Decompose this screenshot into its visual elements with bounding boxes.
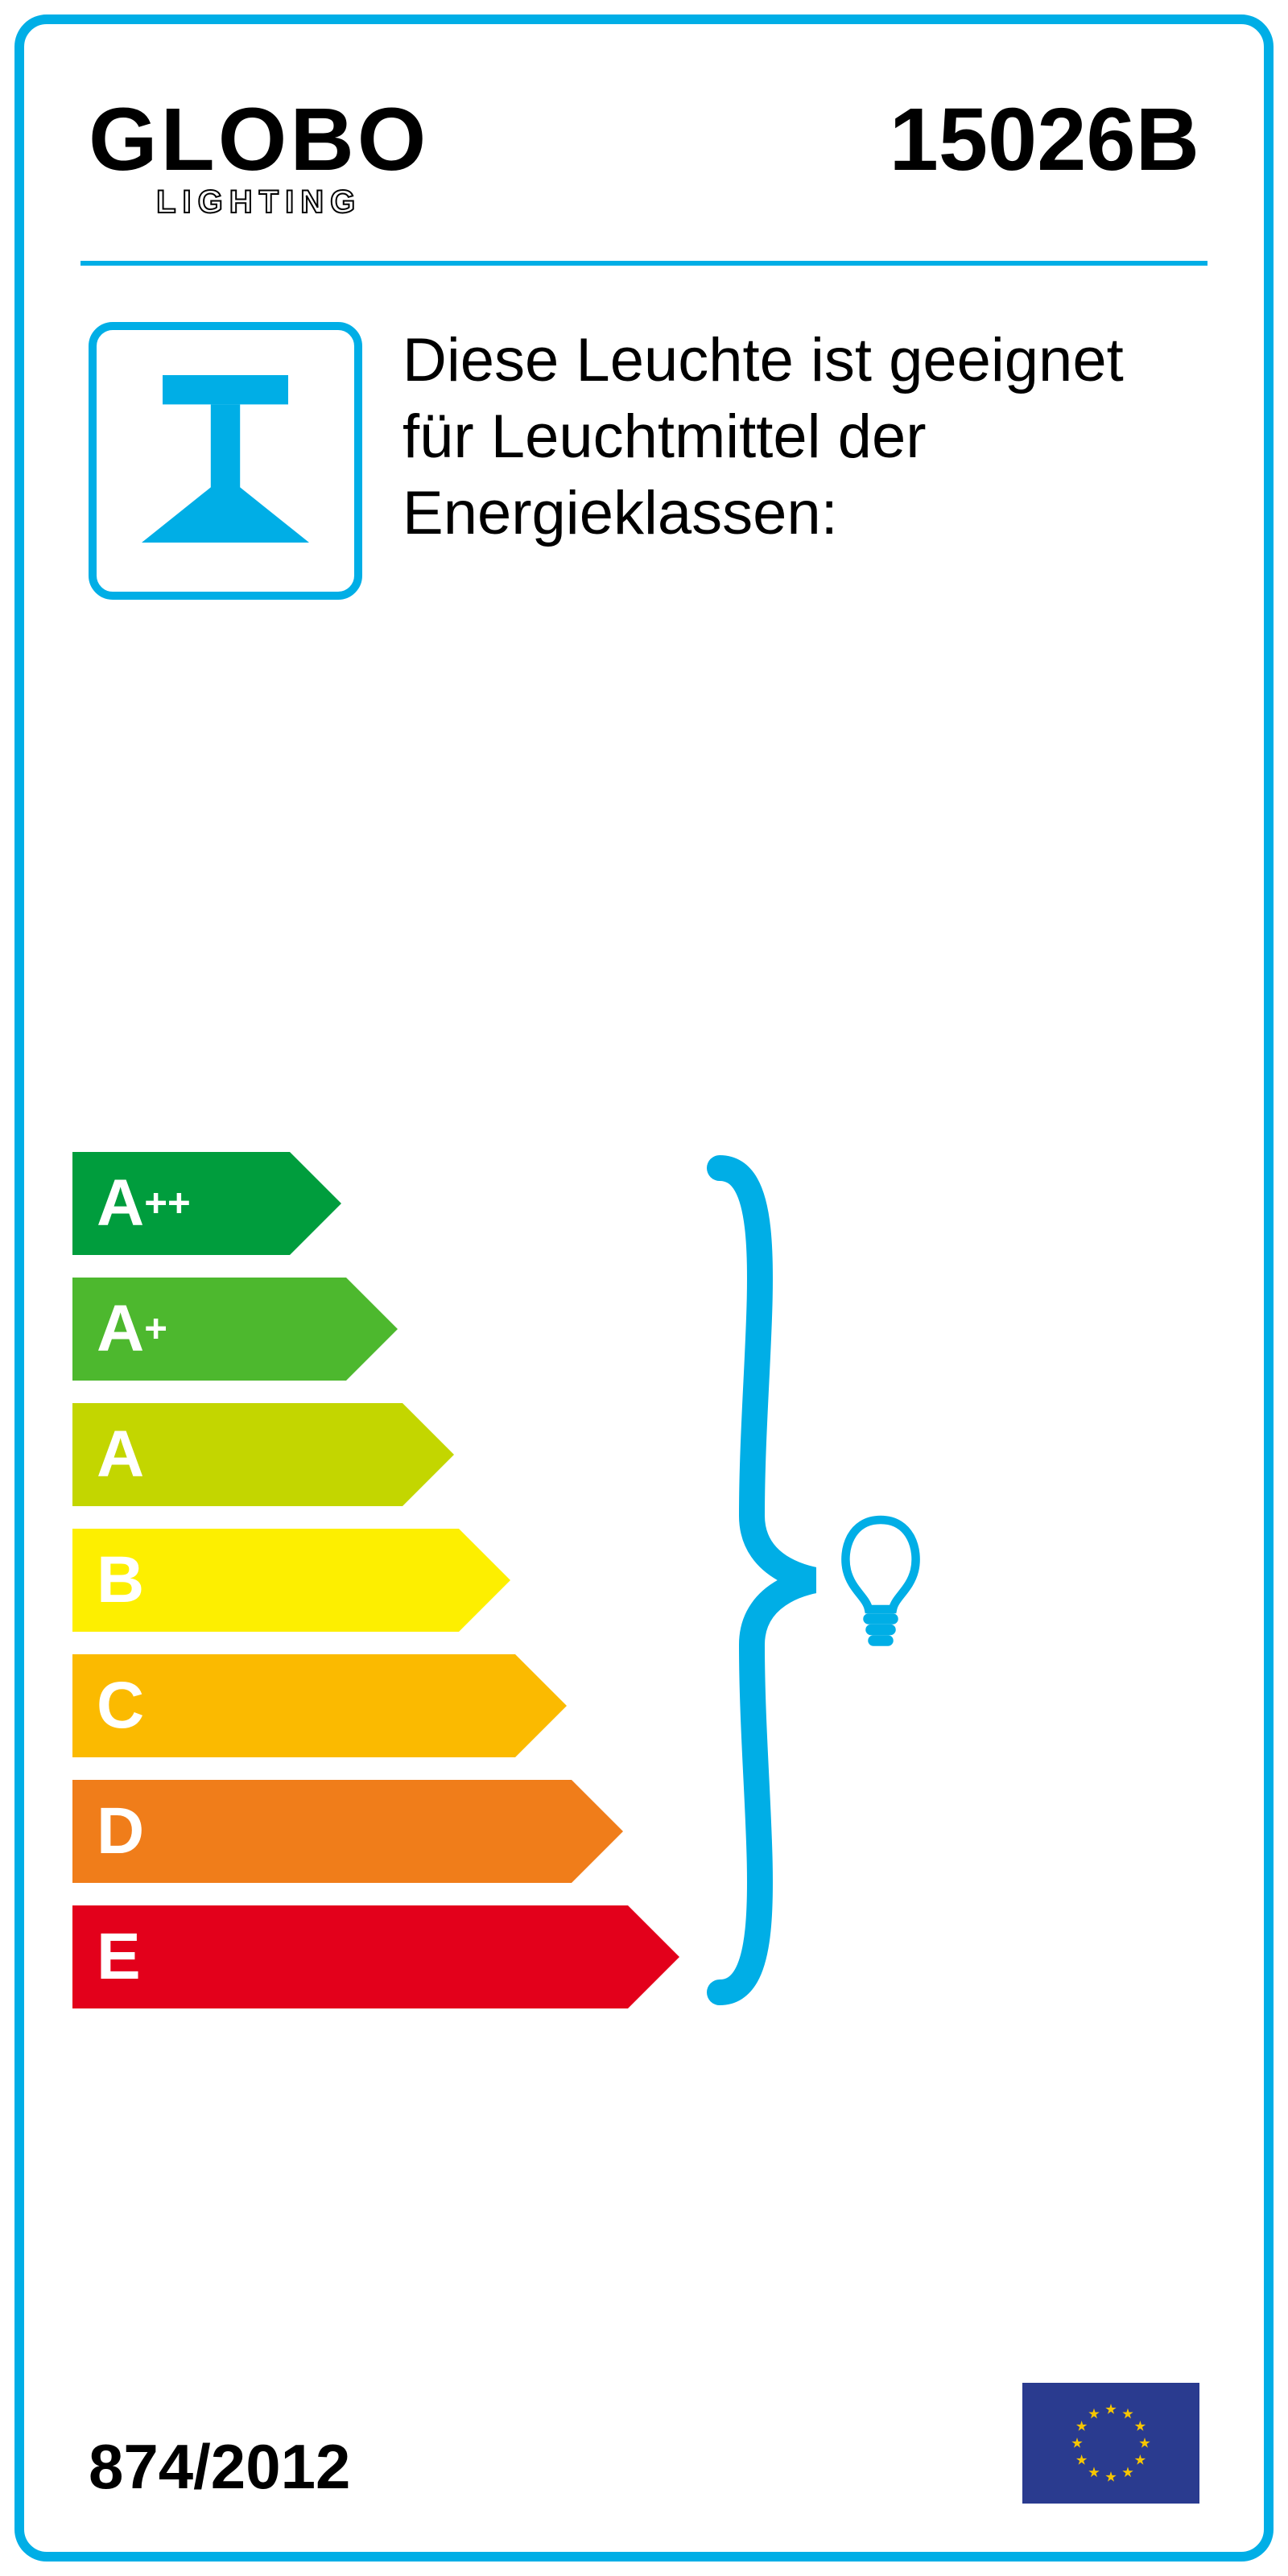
energy-bar-label: B [72, 1529, 459, 1632]
energy-bar-label: A [72, 1403, 402, 1506]
arrow-tip [572, 1780, 623, 1883]
energy-bar-D: D [72, 1780, 679, 1883]
footer-row: 874/2012 [72, 2383, 1216, 2520]
bulb-icon [832, 1508, 929, 1653]
info-text: Diese Leuchte ist geeignet für Leuchtmit… [402, 322, 1199, 551]
eu-star [1088, 2409, 1100, 2420]
energy-bar-label: A+ [72, 1278, 346, 1381]
energy-bar-label: A++ [72, 1152, 290, 1255]
eu-flag-icon [1022, 2383, 1199, 2504]
lamp-type-icon [89, 322, 362, 600]
eu-star [1105, 2471, 1117, 2483]
eu-star [1122, 2409, 1133, 2420]
header-row: GLOBO LIGHTING 15026B [72, 72, 1216, 261]
table-lamp-icon [121, 354, 330, 564]
info-row: Diese Leuchte ist geeignet für Leuchtmit… [72, 266, 1216, 632]
arrow-tip [515, 1654, 567, 1757]
product-code: 15026B [890, 89, 1199, 191]
regulation-text: 874/2012 [89, 2430, 350, 2504]
energy-bar-B: B [72, 1529, 679, 1632]
energy-bar-label: C [72, 1654, 515, 1757]
energy-bar-A: A [72, 1403, 679, 1506]
eu-star [1071, 2438, 1083, 2449]
eu-star [1122, 2467, 1133, 2478]
eu-star [1076, 2421, 1088, 2432]
eu-star [1088, 2467, 1100, 2478]
bracket-icon [704, 1152, 816, 2008]
energy-bar-A+: A+ [72, 1278, 679, 1381]
energy-bars: A++ A+ ABCDE [72, 1152, 679, 2008]
bracket-wrap [704, 1152, 929, 2008]
energy-bar-E: E [72, 1905, 679, 2008]
eu-star [1134, 2421, 1146, 2432]
arrow-tip [346, 1278, 398, 1381]
brand-name: GLOBO [89, 89, 429, 191]
eu-star [1134, 2454, 1146, 2466]
brand-subtitle: LIGHTING [156, 184, 361, 221]
eu-star [1105, 2404, 1117, 2415]
energy-bar-A++: A++ [72, 1152, 679, 1255]
arrow-tip [402, 1403, 454, 1506]
energy-bar-label: D [72, 1780, 572, 1883]
arrow-tip [459, 1529, 510, 1632]
energy-bar-label: E [72, 1905, 628, 2008]
brand-block: GLOBO LIGHTING [89, 89, 429, 221]
eu-star [1076, 2454, 1088, 2466]
arrow-tip [290, 1152, 341, 1255]
energy-chart: A++ A+ ABCDE [72, 632, 1216, 2383]
energy-bar-C: C [72, 1654, 679, 1757]
eu-star [1139, 2438, 1150, 2449]
arrow-tip [628, 1905, 679, 2008]
energy-label-card: GLOBO LIGHTING 15026B Diese Leuchte ist … [14, 14, 1274, 2562]
